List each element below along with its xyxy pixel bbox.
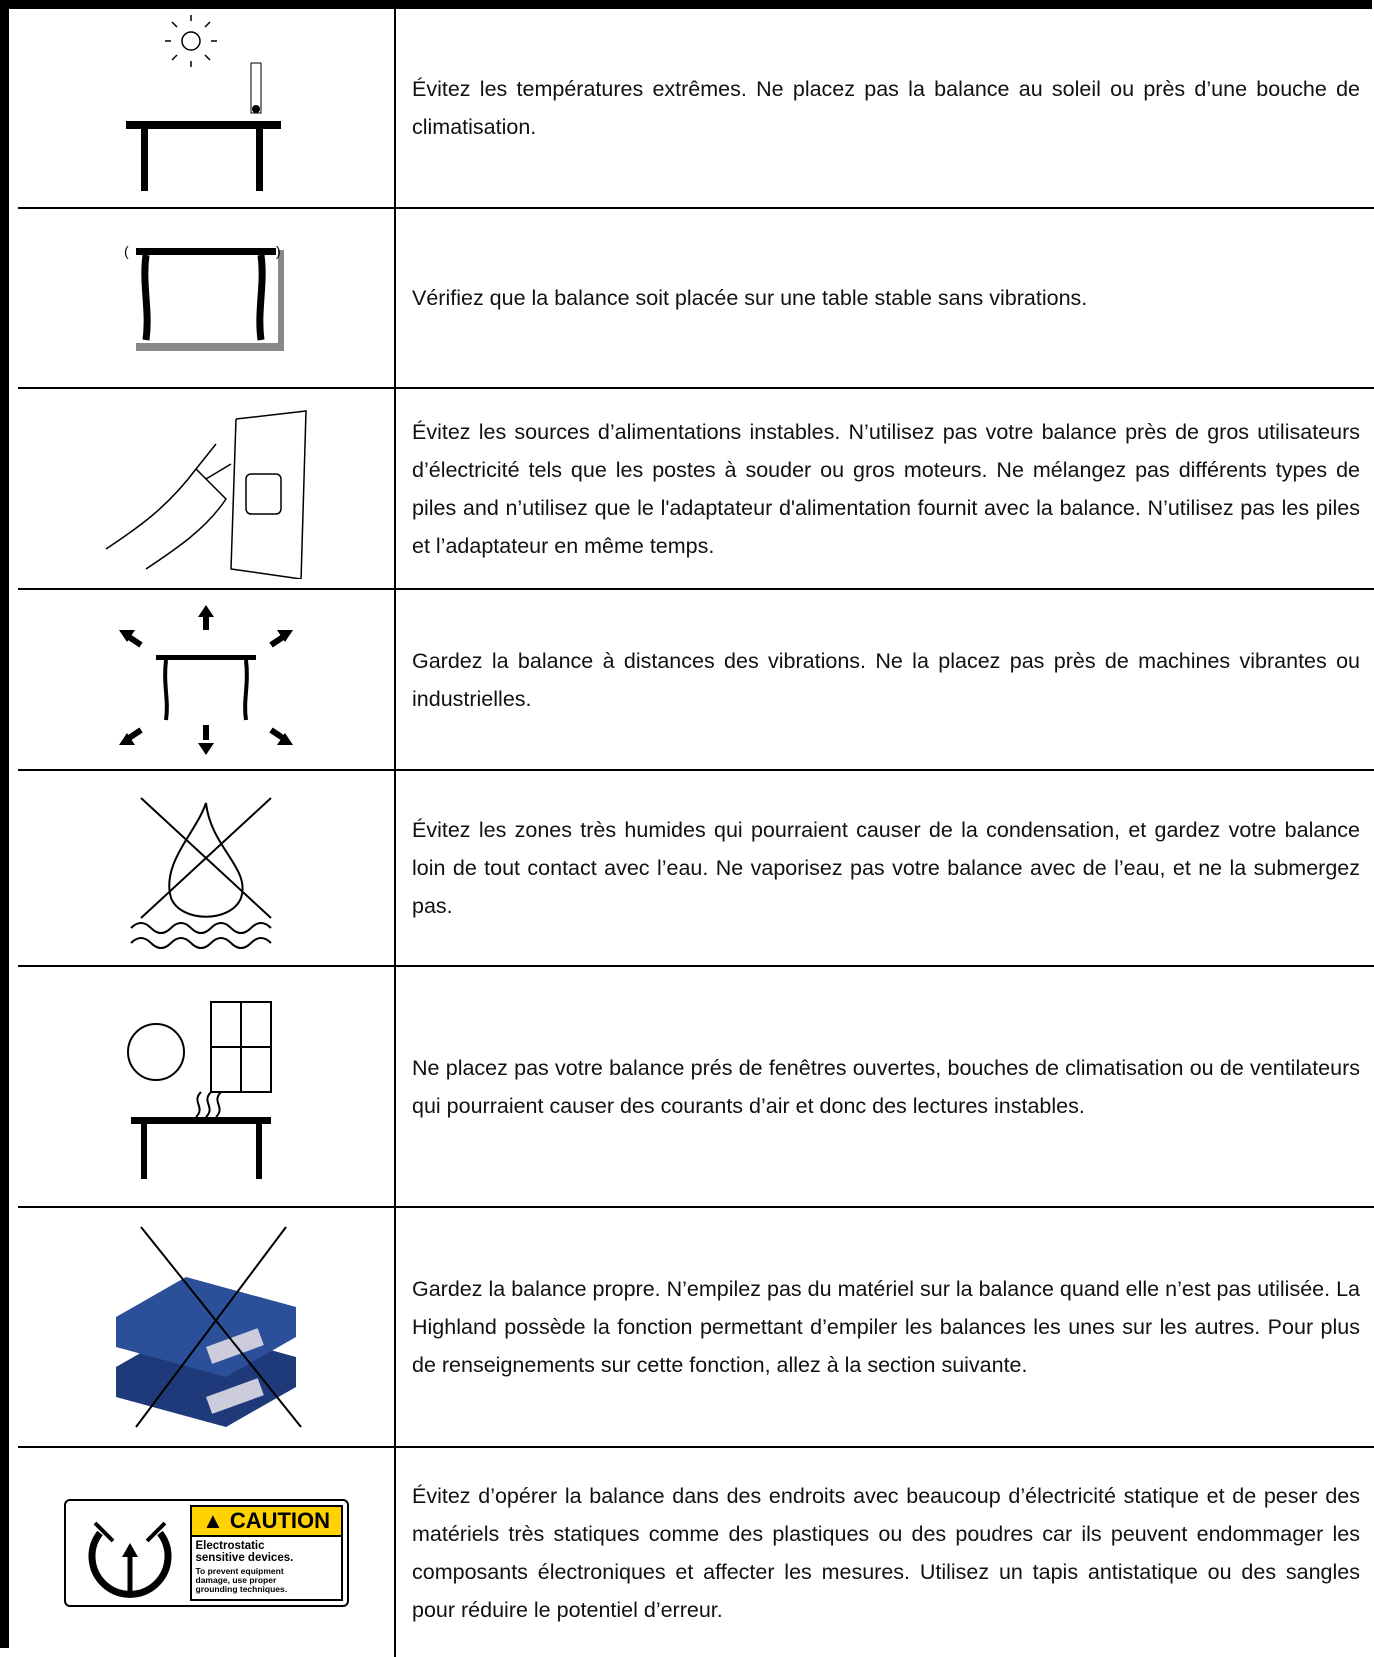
caution-small: To prevent equipment damage, use proper gr… [192,1565,341,1594]
cell: Gardez la balance propre. N’empilez pas … [396,1208,1374,1446]
icon-temperature [18,9,396,207]
row: Gardez la balance à distances des vibrat… [18,590,1374,771]
cell: Gardez la balance à distances des vibrat… [396,590,1374,769]
icon-humidity [18,771,396,965]
paragraph: Évitez les sources d’alimentations insta… [412,419,1360,558]
caution-text: ▲ CAUTION Electrostatic sensitive devices… [189,1504,343,1601]
paragraph: Évitez les zones très humides qui pourra… [412,818,1360,918]
icon [130,797,272,949]
caution-label: ▲ CAUTION Electrostatic sensitive devices… [63,1498,349,1607]
cell: Évitez les zones très humides qui pourra… [396,771,1374,965]
line: damage, use proper [195,1574,277,1585]
line: To prevent equipment [195,1565,284,1576]
cell: Ne placez pas votre balance prés de fenê… [396,967,1374,1206]
paragraph: Évitez les températures extrêmes. Ne pla… [412,77,1360,139]
row: Ne placez pas votre balance prés de fenê… [18,967,1374,1208]
icon-caution: ▲ CAUTION Electrostatic sensitive devices… [18,1448,396,1657]
line: grounding techniques. [195,1583,288,1594]
cell: Évitez les températures extrêmes. Ne pla… [396,9,1374,207]
esd-symbol [70,1505,190,1601]
icon [116,1226,302,1428]
cell: Évitez les sources d’alimentations insta… [396,389,1374,588]
caution-heading: ▲ CAUTION [191,1506,341,1537]
heading: CAUTION [229,1507,331,1533]
icon-vibrations [18,590,396,769]
icon-stacked-scales [18,1208,396,1446]
row: Évitez les sources d’alimentations insta… [18,389,1374,590]
paragraph: Évitez d’opérer la balance dans des endr… [412,1483,1360,1622]
icon [127,1000,272,1179]
row: ▲ CAUTION Electrostatic sensitive devices… [18,1448,1374,1657]
line: Electrostatic [195,1539,265,1552]
paragraph: Gardez la balance propre. N’empilez pas … [412,1277,1360,1377]
svg-text:): ) [276,243,281,259]
caution-body: Electrostatic sensitive devices. [192,1537,341,1567]
cell: Évitez d’opérer la balance dans des endr… [396,1448,1374,1657]
paragraph: Vérifiez que la balance soit placée sur … [412,286,1088,310]
row: Gardez la balance propre. N’empilez pas … [18,1208,1374,1448]
cell: Vérifiez que la balance soit placée sur … [396,209,1374,387]
icon: () [124,243,284,351]
icon-air-flow [18,967,396,1206]
line: sensitive devices. [195,1551,294,1564]
icon [105,409,307,579]
icon [126,15,281,191]
icon [119,604,293,755]
paragraph: Gardez la balance à distances des vibrat… [412,648,1360,711]
icon-stable-table: () [18,209,396,387]
paragraph: Ne placez pas votre balance prés de fenê… [412,1055,1360,1118]
row: () Vérifiez que la balance soit placée s… [18,209,1374,389]
row: Évitez les zones très humides qui pourra… [18,771,1374,967]
icon-outlet [18,389,396,588]
row: Évitez les températures extrêmes. Ne pla… [18,9,1374,209]
svg-text:(: ( [124,243,129,259]
icon [88,1521,171,1598]
